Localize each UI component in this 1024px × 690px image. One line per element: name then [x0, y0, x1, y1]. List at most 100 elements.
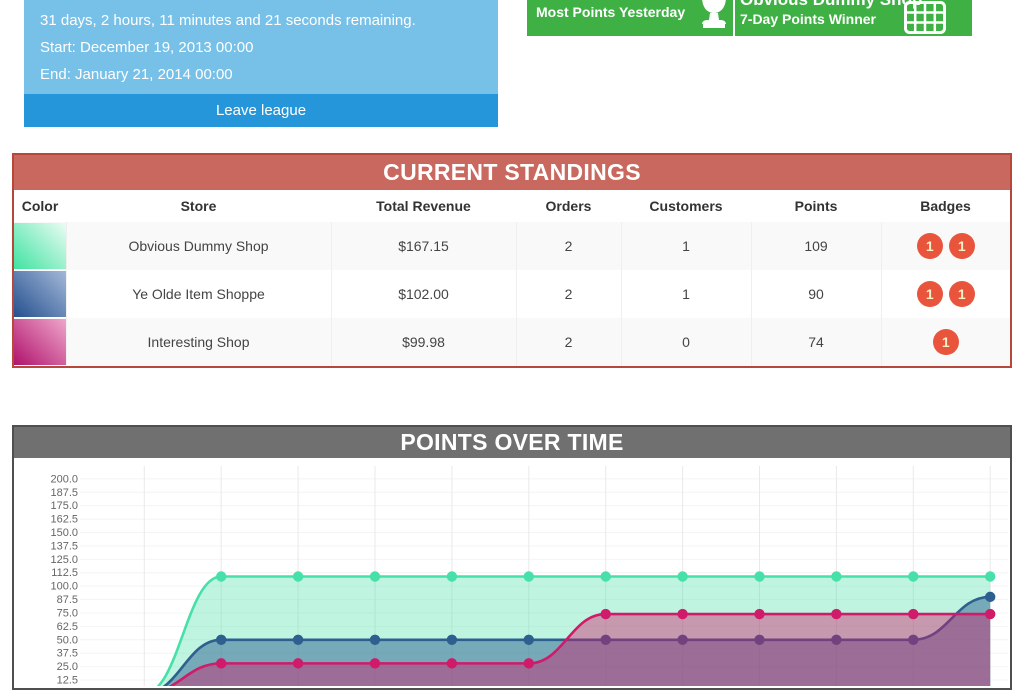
data-point: [908, 571, 919, 582]
y-axis-tick-label: 200.0: [50, 473, 78, 485]
league-start-text: Start: December 19, 2013 00:00: [40, 39, 254, 56]
table-row: Obvious Dummy Shop $167.15 2 1 109 1 1: [14, 222, 1010, 270]
most-points-yesterday-label: Most Points Yesterday: [536, 4, 686, 20]
orders-cell: 2: [515, 270, 621, 318]
y-axis-tick-label: 162.5: [50, 514, 78, 526]
data-point: [216, 658, 227, 669]
badge: 1: [948, 233, 975, 259]
y-axis-tick-label: 112.5: [51, 567, 78, 579]
color-swatch: [14, 319, 66, 365]
total-revenue-cell: $167.15: [330, 222, 516, 270]
total-revenue-cell: $99.98: [330, 318, 516, 366]
y-axis-tick-label: 37.5: [57, 648, 78, 660]
orders-cell: 2: [515, 222, 621, 270]
y-axis-tick-label: 87.5: [57, 594, 78, 606]
data-point: [292, 571, 304, 582]
data-point: [523, 658, 534, 669]
data-point: [600, 634, 611, 645]
data-point: [908, 634, 919, 645]
standings-table: Color Store Total Revenue Orders Custome…: [14, 190, 1010, 366]
data-point: [369, 571, 381, 582]
data-point: [754, 571, 765, 582]
calendar-grid-icon: [904, 1, 946, 39]
standings-header-row: Color Store Total Revenue Orders Custome…: [14, 190, 1010, 222]
data-point: [369, 658, 381, 669]
store-cell: Ye Olde Item Shoppe: [65, 270, 331, 318]
y-axis-tick-label: 12.5: [57, 674, 78, 686]
column-header-store: Store: [66, 190, 331, 222]
data-point: [677, 571, 688, 582]
points-cell: 109: [750, 222, 881, 270]
y-axis-tick-label: 150.0: [50, 527, 78, 539]
data-point: [754, 634, 765, 645]
seven-day-points-winner-label: 7-Day Points Winner: [740, 11, 877, 27]
column-header-badges: Badges: [881, 190, 1010, 222]
table-row: Ye Olde Item Shoppe $102.00 2 1 90 1 1: [14, 270, 1010, 318]
awards-banner: Most Points Yesterday Obvious Dummy Shop…: [527, 0, 972, 36]
store-cell: Obvious Dummy Shop: [65, 222, 331, 270]
standings-body: Obvious Dummy Shop $167.15 2 1 109 1 1 Ye Olde …: [14, 222, 1010, 366]
badge: 1: [916, 233, 943, 259]
data-point: [600, 608, 611, 620]
y-axis-tick-label: 137.5: [50, 540, 78, 552]
trophy-icon: [697, 0, 731, 35]
y-axis-tick-label: 62.5: [57, 621, 78, 633]
leave-league-button[interactable]: Leave league: [24, 94, 498, 127]
data-point: [677, 634, 688, 645]
y-axis-tick-label: 125.0: [50, 554, 78, 566]
y-axis-tick-label: 175.0: [50, 500, 78, 512]
column-header-total-revenue: Total Revenue: [331, 190, 516, 222]
color-cell: [14, 270, 66, 318]
league-end-text: End: January 21, 2014 00:00: [40, 66, 233, 83]
series-line: [162, 595, 991, 686]
winner-shop-name: Obvious Dummy Shop: [740, 0, 922, 10]
data-point: [216, 571, 227, 582]
y-axis-tick-label: 50.0: [57, 634, 78, 646]
total-revenue-cell: $102.00: [330, 270, 516, 318]
points-cell: 90: [750, 270, 881, 318]
badge: 1: [916, 281, 943, 307]
data-point: [985, 571, 996, 582]
orders-cell: 2: [515, 318, 621, 366]
data-point: [446, 571, 458, 582]
points-over-time-panel: POINTS OVER TIME 200.0 187.5 175.0 162.5 150…: [12, 425, 1012, 690]
color-swatch: [14, 223, 66, 269]
data-point: [985, 591, 996, 603]
data-point: [523, 634, 534, 645]
chart-title: POINTS OVER TIME: [14, 427, 1010, 458]
column-header-orders: Orders: [516, 190, 621, 222]
column-header-color: Color: [14, 190, 66, 222]
awards-divider: [733, 0, 735, 36]
points-cell: 74: [750, 318, 881, 366]
data-point: [831, 571, 842, 582]
standings-title: CURRENT STANDINGS: [14, 155, 1010, 190]
data-point: [600, 571, 611, 582]
color-cell: [14, 318, 66, 366]
data-point: [446, 658, 458, 669]
table-row: Interesting Shop $99.98 2 0 74 1: [14, 318, 1010, 366]
customers-cell: 1: [620, 270, 751, 318]
time-remaining-text: 31 days, 2 hours, 11 minutes and 21 seco…: [40, 12, 416, 29]
data-point: [831, 634, 842, 645]
data-point: [216, 634, 227, 645]
data-point: [446, 634, 458, 645]
badges-cell: 1: [880, 318, 1010, 366]
column-header-points: Points: [751, 190, 881, 222]
customers-cell: 1: [620, 222, 751, 270]
badge: 1: [932, 329, 959, 355]
data-point: [677, 608, 688, 620]
y-axis-tick-label: 25.0: [57, 661, 78, 673]
badge: 1: [948, 281, 975, 307]
data-point: [831, 608, 842, 620]
y-axis-tick-label: 75.0: [57, 607, 78, 619]
color-cell: [14, 222, 66, 270]
data-point: [523, 571, 534, 582]
chart-plot-area: 200.0 187.5 175.0 162.5 150.0 137.5 125.0 112.5…: [14, 458, 1010, 686]
data-point: [292, 658, 304, 669]
customers-cell: 0: [620, 318, 751, 366]
data-point: [908, 608, 919, 620]
league-info-panel: 31 days, 2 hours, 11 minutes and 21 seco…: [24, 0, 498, 127]
color-swatch: [14, 271, 66, 317]
